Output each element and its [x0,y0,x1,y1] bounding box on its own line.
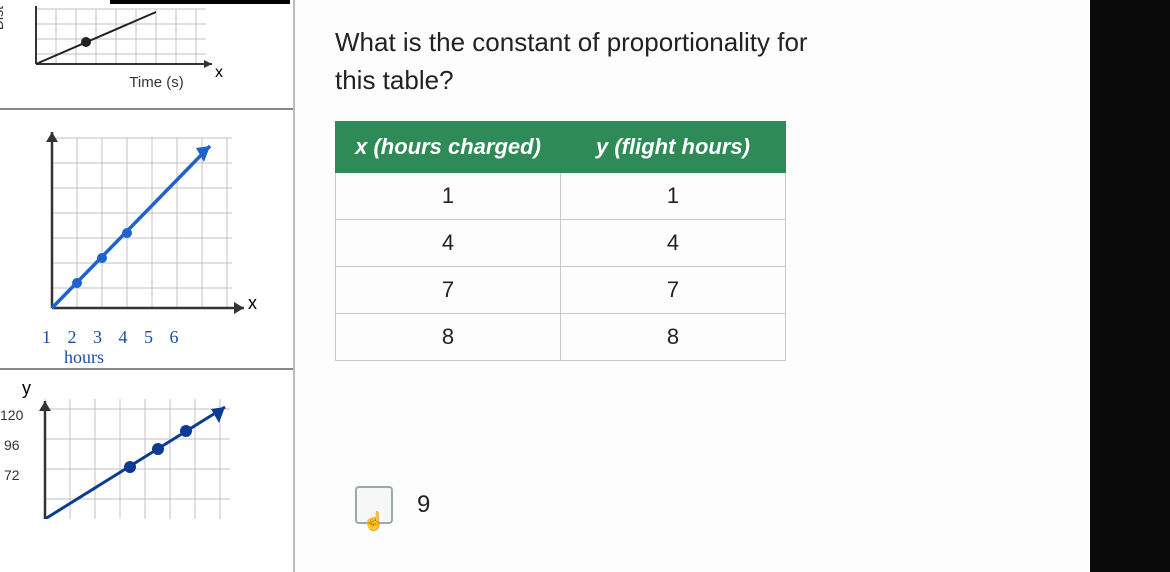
graph-panel-1: Dist [0,0,293,110]
hand-word: hours [64,347,104,368]
table-row: 8 8 [336,314,786,361]
tick-72: 72 [4,467,20,483]
graph-panel-2: x 1 2 3 4 5 6 hours [0,110,293,370]
cell-x: 8 [336,314,561,361]
cell-x: 7 [336,267,561,314]
question-line1: What is the constant of proportionality … [335,27,808,57]
question-text: What is the constant of proportionality … [335,24,1050,99]
cell-x: 4 [336,220,561,267]
tick-96: 96 [4,437,20,453]
answer-area: ☝ 9 [355,486,430,524]
graph3-y-label: y [22,378,287,399]
cell-y: 1 [561,173,786,220]
cursor-icon: ☝ [363,511,385,532]
graph2[interactable] [32,128,252,328]
graph-panel-3: y 120 96 72 [0,370,293,572]
table-row: 7 7 [336,267,786,314]
graph2-x-var: x [248,293,257,314]
answer-input-box[interactable]: ☝ [355,486,393,524]
sidebar: Dist [0,0,295,572]
question-line2: this table? [335,65,454,95]
graph1-x-label: Time (s) [26,74,287,91]
proportionality-table: x (hours charged) y (flight hours) 1 1 4… [335,121,786,361]
hand-numbers: 1 2 3 4 5 6 [42,327,185,348]
graph1-x-var: x [215,64,223,82]
cell-y: 8 [561,314,786,361]
table-row: 1 1 [336,173,786,220]
graph3[interactable] [30,399,250,519]
cell-x: 1 [336,173,561,220]
answer-value: 9 [417,491,430,519]
graph1-y-label: Dist [0,6,6,30]
cell-y: 4 [561,220,786,267]
main-content: What is the constant of proportionality … [295,0,1090,572]
graph1[interactable] [26,4,216,74]
col-x-header: x (hours charged) [336,122,561,173]
col-y-header: y (flight hours) [561,122,786,173]
table-row: 4 4 [336,220,786,267]
cell-y: 7 [561,267,786,314]
tick-120: 120 [0,407,23,423]
